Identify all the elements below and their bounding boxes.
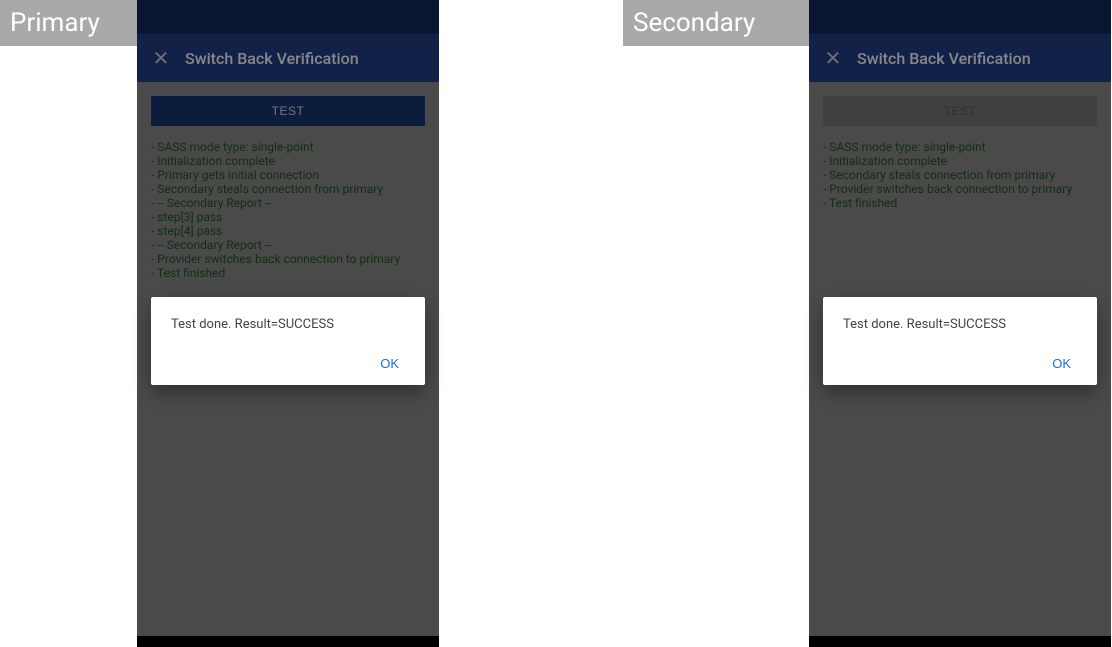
dialog-actions: OK [843, 350, 1077, 377]
screen-secondary: ✕ Switch Back Verification TEST - SASS m… [809, 0, 1111, 636]
badge-primary-label: Primary [10, 8, 100, 38]
badge-secondary: Secondary [623, 0, 809, 46]
phone-secondary: ✕ Switch Back Verification TEST - SASS m… [809, 0, 1111, 647]
badge-primary: Primary [0, 0, 137, 46]
badge-secondary-label: Secondary [633, 8, 755, 38]
result-dialog-secondary: Test done. Result=SUCCESS OK [823, 297, 1097, 385]
ok-button[interactable]: OK [374, 350, 405, 377]
dialog-message: Test done. Result=SUCCESS [171, 317, 405, 332]
dialog-message: Test done. Result=SUCCESS [843, 317, 1077, 332]
phone-primary: ✕ Switch Back Verification TEST - SASS m… [137, 0, 439, 647]
result-dialog-primary: Test done. Result=SUCCESS OK [151, 297, 425, 385]
dialog-actions: OK [171, 350, 405, 377]
ok-button[interactable]: OK [1046, 350, 1077, 377]
screen-primary: ✕ Switch Back Verification TEST - SASS m… [137, 0, 439, 636]
